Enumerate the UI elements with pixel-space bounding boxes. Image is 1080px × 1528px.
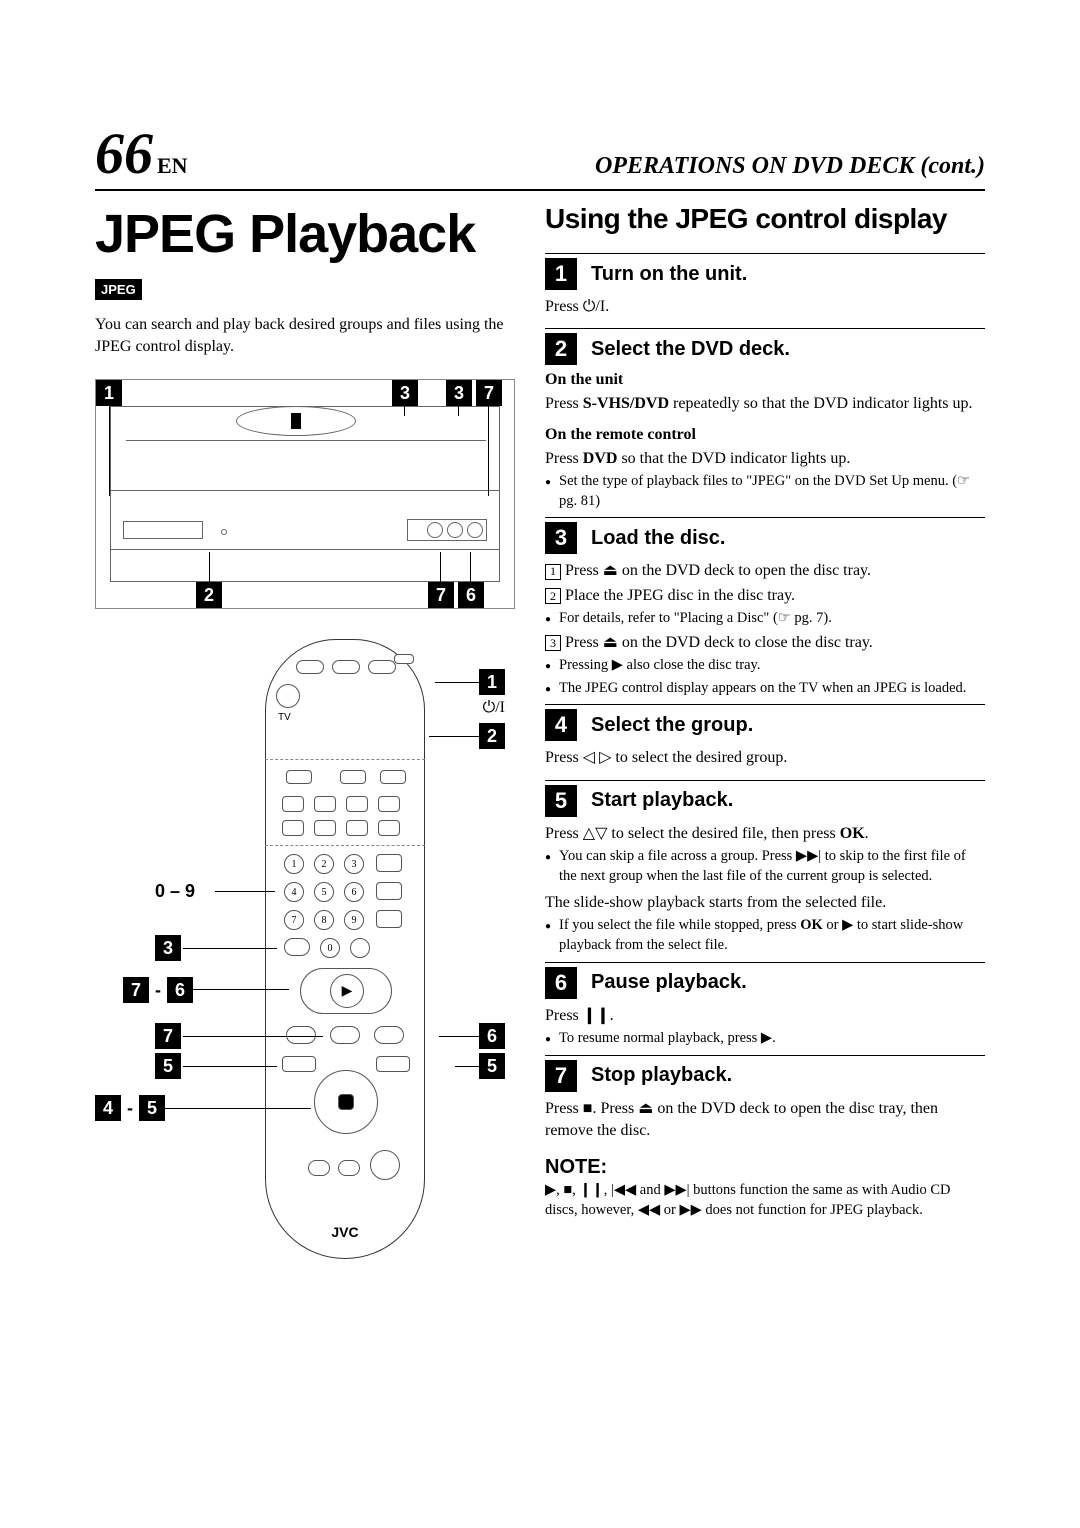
diagram-callout-7b: 7	[428, 582, 454, 608]
step-1-header: 1 Turn on the unit.	[545, 253, 985, 290]
tv-label: TV	[278, 712, 291, 723]
step-3-bullets-a: For details, refer to "Placing a Disc" (…	[545, 609, 985, 629]
step-3-line-3: 3Press ⏏ on the DVD deck to close the di…	[545, 632, 985, 654]
on-remote-heading: On the remote control	[545, 426, 985, 444]
remote-callout-1: 1	[479, 669, 505, 695]
remote-callout-5b: 5	[479, 1053, 505, 1079]
diagram-callout-3b: 3	[446, 380, 472, 406]
step-3-bullet-2: Pressing ▶ also close the disc tray.	[545, 656, 985, 676]
step-6-bullet-1: To resume normal playback, press ▶.	[545, 1029, 985, 1049]
step-4-num: 4	[545, 709, 577, 741]
main-title: JPEG Playback	[95, 203, 515, 265]
diagram-callout-3a: 3	[392, 380, 418, 406]
step-4-title: Select the group.	[591, 714, 753, 737]
right-column: Using the JPEG control display 1 Turn on…	[545, 203, 985, 1259]
step-5-header: 5 Start playback.	[545, 780, 985, 817]
step-6-body: Press ❙❙.	[545, 1005, 985, 1027]
brand-label: JVC	[266, 1224, 424, 1240]
step-7-num: 7	[545, 1060, 577, 1092]
step-6-bullets: To resume normal playback, press ▶.	[545, 1029, 985, 1049]
step-2-num: 2	[545, 333, 577, 365]
step-5-bullets-a: You can skip a file across a group. Pres…	[545, 847, 985, 886]
step-6-header: 6 Pause playback.	[545, 962, 985, 999]
remote-callout-09: 0 – 9	[155, 881, 195, 902]
page-number: 66	[95, 121, 153, 186]
step-2-header: 2 Select the DVD deck.	[545, 328, 985, 365]
remote-callout-7: 7	[155, 1023, 181, 1049]
step-1-title: Turn on the unit.	[591, 263, 747, 286]
page-lang: EN	[157, 153, 188, 178]
on-remote-body: Press DVD so that the DVD indicator ligh…	[545, 448, 985, 470]
header-section-title: OPERATIONS ON DVD DECK (cont.)	[595, 153, 985, 180]
step-5-body: Press △▽ to select the desired file, the…	[545, 823, 985, 845]
step-3-bullets-b: Pressing ▶ also close the disc tray. The…	[545, 656, 985, 698]
intro-text: You can search and play back desired gro…	[95, 314, 515, 357]
remote-callout-5a: 5	[155, 1053, 181, 1079]
step-3-header: 3 Load the disc.	[545, 517, 985, 554]
step-3-bullet-3: The JPEG control display appears on the …	[545, 679, 985, 699]
left-column: JPEG Playback JPEG You can search and pl…	[95, 203, 515, 1259]
step-3-title: Load the disc.	[591, 527, 725, 550]
diagram-callout-2: 2	[196, 582, 222, 608]
step-4-header: 4 Select the group.	[545, 704, 985, 741]
step-1-num: 1	[545, 258, 577, 290]
step-5-bullet-1: You can skip a file across a group. Pres…	[545, 847, 985, 886]
step-3-line-2: 2Place the JPEG disc in the disc tray.	[545, 585, 985, 607]
remote-callout-45: 4 - 5	[95, 1095, 165, 1121]
step-4-body: Press ◁ ▷ to select the desired group.	[545, 747, 985, 769]
step-7-body: Press ■. Press ⏏ on the DVD deck to open…	[545, 1098, 985, 1143]
remote-callout-56: 7 - 6	[123, 977, 193, 1003]
step-7-header: 7 Stop playback.	[545, 1055, 985, 1092]
step-5-bullet-2: If you select the file while stopped, pr…	[545, 916, 985, 955]
remote-callout-3: 3	[155, 935, 181, 961]
diagram-callout-6: 6	[458, 582, 484, 608]
step-5-num: 5	[545, 785, 577, 817]
step-5-title: Start playback.	[591, 789, 733, 812]
device-diagram: 1 3 3 7 2 7 6	[95, 379, 515, 609]
step-2-bullet-1: Set the type of playback files to "JPEG"…	[545, 472, 985, 511]
subsection-title: Using the JPEG control display	[545, 203, 985, 235]
step-1-body: Press ⏻/I.	[545, 296, 985, 318]
step-3-line-1: 1Press ⏏ on the DVD deck to open the dis…	[545, 560, 985, 582]
note-body: ▶, ■, ❙❙, |◀◀ and ▶▶| buttons function t…	[545, 1181, 985, 1220]
jpeg-badge: JPEG	[95, 279, 142, 300]
diagram-callout-1: 1	[96, 380, 122, 406]
page-header: 66EN OPERATIONS ON DVD DECK (cont.)	[95, 120, 985, 191]
step-2-title: Select the DVD deck.	[591, 338, 790, 361]
step-3-bullet-1: For details, refer to "Placing a Disc" (…	[545, 609, 985, 629]
remote-diagram: TV 1 2 3 4 5 6	[195, 639, 475, 1259]
step-2-bullets: Set the type of playback files to "JPEG"…	[545, 472, 985, 511]
step-7-title: Stop playback.	[591, 1064, 732, 1087]
step-3-num: 3	[545, 522, 577, 554]
step-5-body2: The slide-show playback starts from the …	[545, 892, 985, 914]
page-number-block: 66EN	[95, 120, 188, 187]
step-6-title: Pause playback.	[591, 971, 747, 994]
diagram-callout-7: 7	[476, 380, 502, 406]
remote-callout-2: 2	[479, 723, 505, 749]
step-5-bullets-b: If you select the file while stopped, pr…	[545, 916, 985, 955]
on-unit-heading: On the unit	[545, 371, 985, 389]
remote-callout-6: 6	[479, 1023, 505, 1049]
step-6-num: 6	[545, 967, 577, 999]
note-heading: NOTE:	[545, 1156, 985, 1179]
on-unit-body: Press S-VHS/DVD repeatedly so that the D…	[545, 393, 985, 415]
